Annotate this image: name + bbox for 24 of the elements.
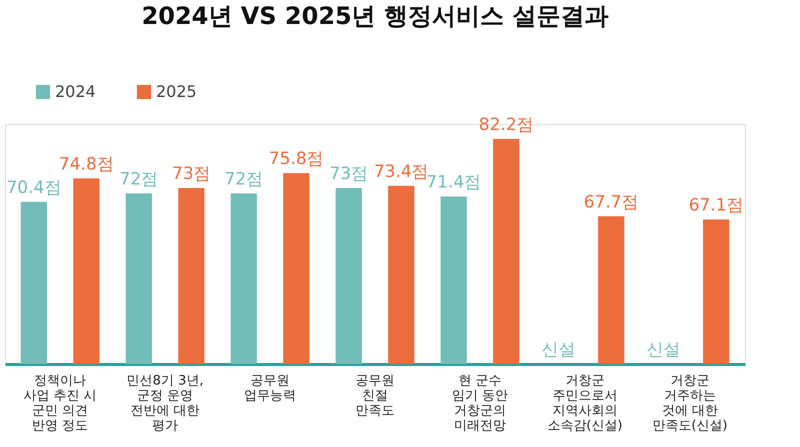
data-label: 73점 — [172, 164, 211, 184]
data-label: 72점 — [120, 169, 158, 190]
data-label: 70.4점 — [6, 178, 62, 198]
legend-label: 2024 — [55, 82, 96, 101]
x-tick-label: 공무원 업무능력 — [244, 374, 296, 404]
text: 신설 — [542, 340, 576, 360]
data-label: 71.4점 — [426, 172, 482, 193]
data-label: 75.8점 — [268, 149, 324, 170]
x-tick-label: 공무원 친절 만족도 — [356, 374, 394, 418]
text: 신설 — [646, 340, 681, 360]
data-label: 72점 — [224, 169, 264, 190]
data-label: 82.2점 — [478, 114, 534, 135]
data-label: 73점 — [329, 164, 368, 184]
data-label: 67.7점 — [584, 192, 639, 212]
x-tick-label: 거창군 주민으로서 지역사회의 소속감(신설) — [547, 374, 623, 434]
legend-label: 2025 — [156, 82, 197, 101]
x-tick-label: 정책이나 사업 추진 시 군민 의견 반영 정도 — [23, 374, 97, 434]
chart-title: 2024년 VS 2025년 행정서비스 설문결과 — [142, 2, 608, 30]
data-label: 73.4점 — [374, 162, 429, 182]
data-label: 74.8점 — [58, 154, 114, 174]
x-tick-label: 민선8기 3년, 군정 운영 전반에 대한 평가 — [126, 374, 204, 434]
x-tick-label: 현 군수 임기 동안 거창군의 미래전망 — [452, 374, 508, 434]
x-tick-label: 거창군 거주하는 것에 대한 만족도(신설) — [652, 374, 728, 434]
data-label: 67.1점 — [688, 195, 744, 216]
